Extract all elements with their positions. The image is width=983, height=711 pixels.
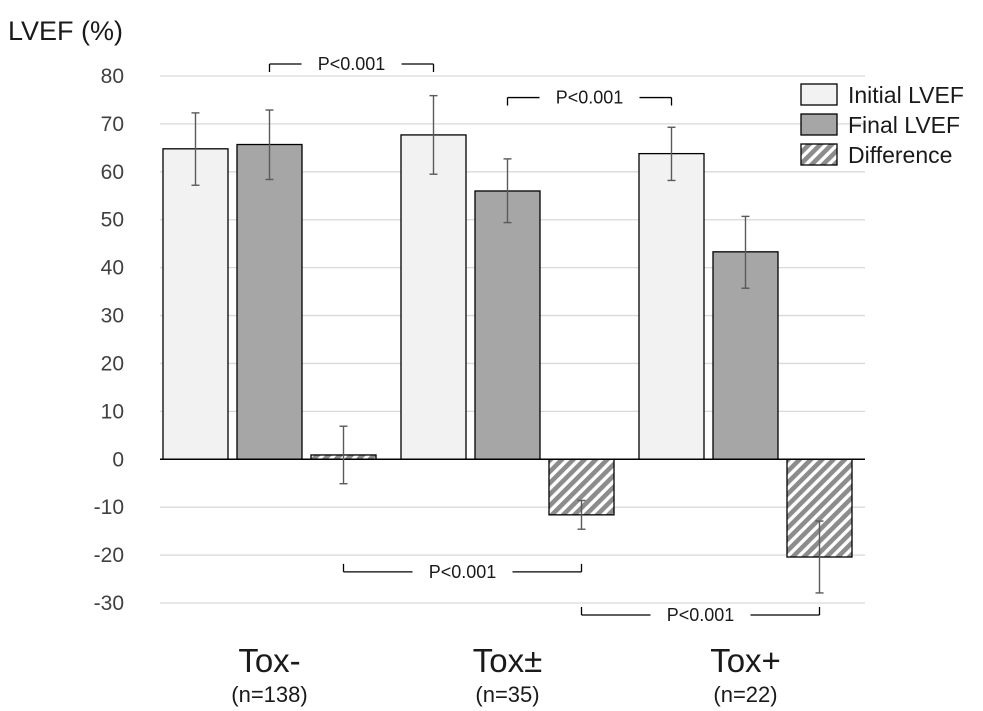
category-label: Tox+ <box>710 642 781 679</box>
bar <box>638 152 705 460</box>
legend-swatch <box>800 83 838 106</box>
y-axis-title: LVEF (%) <box>8 16 123 46</box>
legend-label: Difference <box>848 142 952 168</box>
error-bar <box>577 499 586 530</box>
y-tick-label: 30 <box>101 305 124 328</box>
category-label: Tox- <box>238 642 300 679</box>
y-tick-label: 40 <box>101 257 124 280</box>
bar <box>474 190 541 460</box>
category-sublabel: (n=35) <box>475 682 539 707</box>
error-bar <box>815 520 824 594</box>
significance-annotations: P<0.001 P<0.001 P<0.001 P<0.001 <box>268 54 821 625</box>
y-tick-label: 60 <box>101 161 124 184</box>
legend-swatch <box>800 113 838 136</box>
error-bar <box>667 126 676 182</box>
legend-entry: Initial LVEF <box>800 82 964 108</box>
error-bar <box>191 112 200 186</box>
y-tick-label: 10 <box>101 400 124 423</box>
bar <box>162 148 229 460</box>
category-label: Tox± <box>473 642 542 679</box>
p-value-bracket: P<0.001 <box>268 54 435 74</box>
p-value-bracket: P<0.001 <box>580 605 821 625</box>
category-labels: Tox- (n=138) Tox± (n=35) Tox+ (n=22) <box>231 642 781 707</box>
legend-label: Initial LVEF <box>848 82 964 108</box>
p-value-label: P<0.001 <box>667 605 735 625</box>
error-bar <box>339 425 348 485</box>
y-tick-label: 80 <box>101 65 124 88</box>
y-tick-label: -30 <box>94 592 124 615</box>
legend-swatch <box>800 143 838 166</box>
y-tick-label: -10 <box>94 496 124 519</box>
bars <box>162 134 853 558</box>
y-tick-label: 0 <box>112 448 124 471</box>
y-tick-labels: 80 70 60 50 40 30 20 10 0 -10 -20 -30 <box>94 65 124 615</box>
category-sublabel: (n=22) <box>713 682 777 707</box>
p-value-label: P<0.001 <box>556 88 624 108</box>
bar <box>236 143 303 460</box>
p-value-label: P<0.001 <box>318 54 386 74</box>
legend-entry: Final LVEF <box>800 112 960 138</box>
error-bars <box>191 94 824 594</box>
y-tick-label: -20 <box>94 544 124 567</box>
bar <box>400 134 467 460</box>
error-bar <box>265 109 274 181</box>
legend: Initial LVEF Final LVEF Difference <box>800 82 964 168</box>
legend-label: Final LVEF <box>848 112 960 138</box>
y-tick-label: 70 <box>101 113 124 136</box>
error-bar <box>503 158 512 224</box>
category-sublabel: (n=138) <box>231 682 307 707</box>
error-bar <box>429 94 438 175</box>
error-bar <box>741 215 750 289</box>
y-tick-label: 20 <box>101 352 124 375</box>
p-value-bracket: P<0.001 <box>342 562 583 582</box>
legend-entry: Difference <box>800 142 952 168</box>
y-tick-label: 50 <box>101 209 124 232</box>
p-value-bracket: P<0.001 <box>506 88 673 108</box>
p-value-label: P<0.001 <box>429 562 497 582</box>
